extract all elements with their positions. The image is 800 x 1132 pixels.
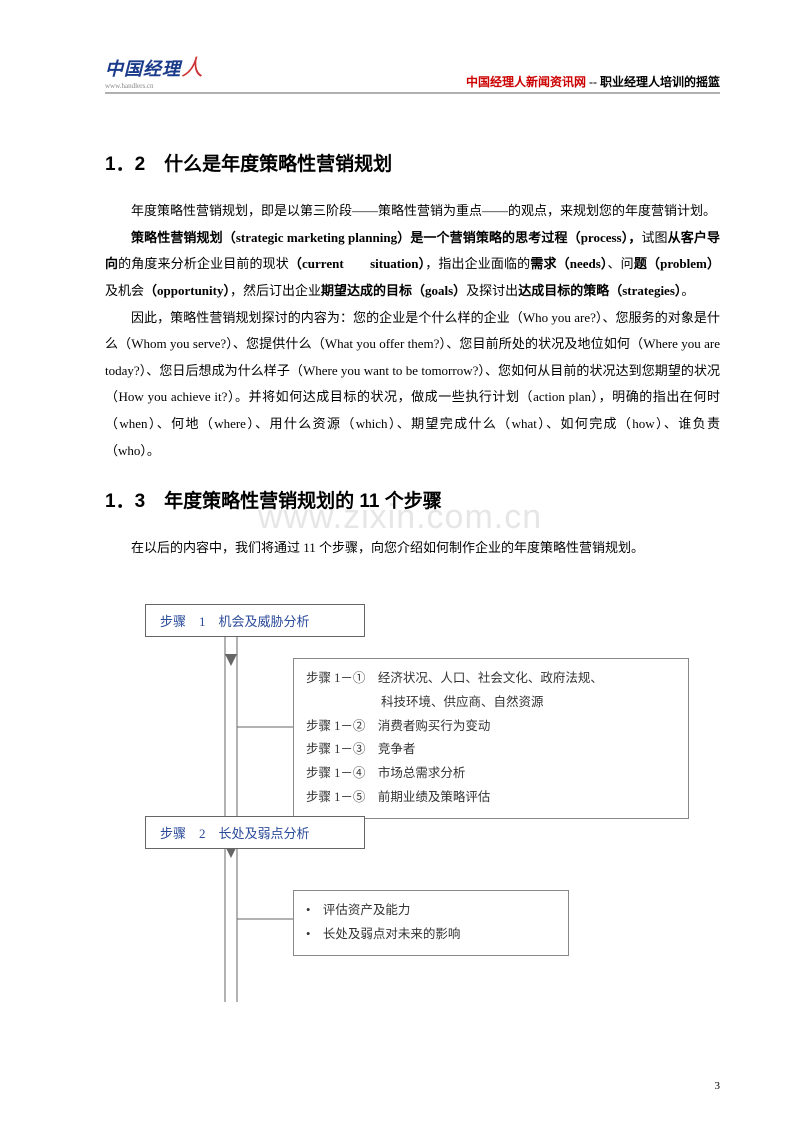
step-2-item: • 评估资产及能力 xyxy=(306,899,556,923)
step-1-item: 步骤 1－② 消费者购买行为变动 xyxy=(306,715,676,739)
step-1-item: 科技环境、供应商、自然资源 xyxy=(306,691,676,715)
logo: 中国经理人 www.handlers.cn xyxy=(105,50,203,90)
step-1-item: 步骤 1－④ 市场总需求分析 xyxy=(306,762,676,786)
header-tagline: -- 职业经理人培训的摇篮 xyxy=(586,75,720,89)
header-right: 中国经理人新闻资讯网 -- 职业经理人培训的摇篮 xyxy=(466,73,720,90)
step-1-box: 步骤 1 机会及威胁分析 xyxy=(145,604,365,637)
content: 1．2 什么是年度策略性营销规划 年度策略性营销规划，即是以第三阶段——策略性营… xyxy=(105,149,720,1002)
step-1-item: 步骤 1－⑤ 前期业绩及策略评估 xyxy=(306,786,676,810)
heading-1-3: 1．3 年度策略性营销规划的 11 个步骤 xyxy=(105,486,720,513)
heading-1-2: 1．2 什么是年度策略性营销规划 xyxy=(105,149,720,176)
header-site-name: 中国经理人新闻资讯网 xyxy=(466,75,586,89)
para-1-2-3: 因此，策略性营销规划探讨的内容为：您的企业是个什么样的企业（Who you ar… xyxy=(105,305,720,465)
para-1-2-1: 年度策略性营销规划，即是以第三阶段——策略性营销为重点——的观点，来规划您的年度… xyxy=(105,198,720,225)
step-2-details: • 评估资产及能力 • 长处及弱点对未来的影响 xyxy=(293,890,569,956)
page-number: 3 xyxy=(715,1080,721,1092)
step-1-details: 步骤 1－① 经济状况、人口、社会文化、政府法规、 科技环境、供应商、自然资源 … xyxy=(293,658,689,819)
step-2-item: • 长处及弱点对未来的影响 xyxy=(306,923,556,947)
page-header: 中国经理人 www.handlers.cn 中国经理人新闻资讯网 -- 职业经理… xyxy=(105,50,720,94)
logo-text: 中国经理 xyxy=(105,59,181,79)
para-1-2-2: 策略性营销规划（strategic marketing planning）是一个… xyxy=(105,225,720,305)
para-1-3-intro: 在以后的内容中，我们将通过 11 个步骤，向您介绍如何制作企业的年度策略性营销规… xyxy=(105,535,720,562)
logo-url: www.handlers.cn xyxy=(105,82,203,90)
para-1-2-2-lead: 策略性营销规划（strategic marketing planning）是一个… xyxy=(131,230,641,245)
step-1-item: 步骤 1－③ 竞争者 xyxy=(306,738,676,762)
step-1-item: 步骤 1－① 经济状况、人口、社会文化、政府法规、 xyxy=(306,667,676,691)
step-2-box: 步骤 2 长处及弱点分析 xyxy=(145,816,365,849)
steps-diagram: 步骤 1 机会及威胁分析 步骤 1－① 经济状况、人口、社会文化、政府法规、 科… xyxy=(105,582,720,1002)
